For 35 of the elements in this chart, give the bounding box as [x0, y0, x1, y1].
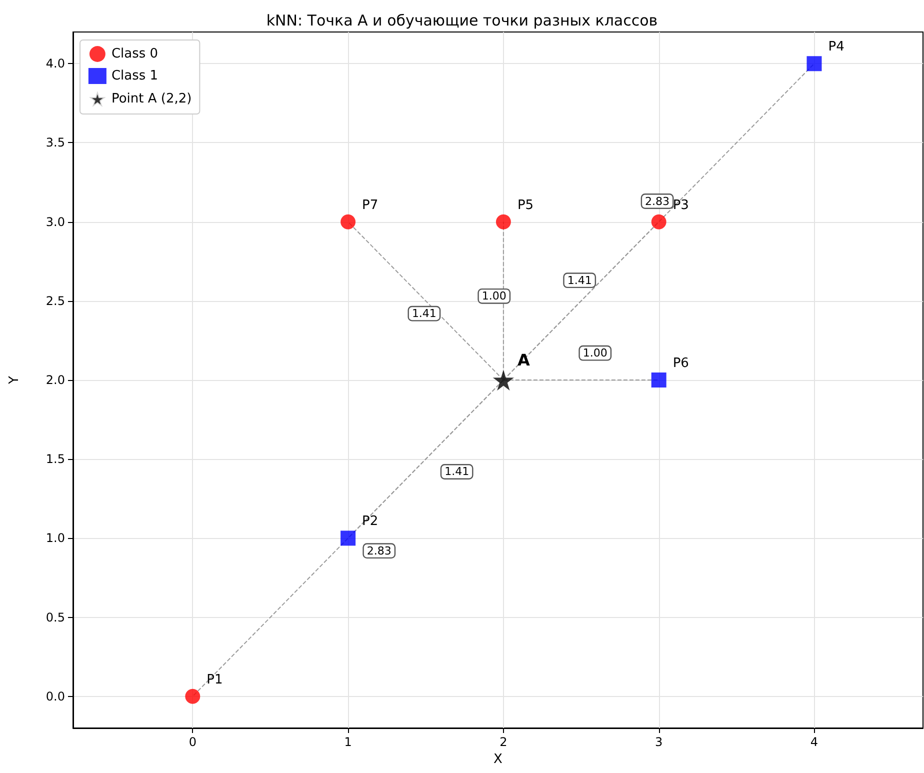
y-tick-label: 1.5 — [46, 452, 65, 466]
annotation: A — [517, 350, 530, 370]
annotation: P6 — [672, 356, 689, 371]
annotation: 1.00 — [482, 290, 506, 303]
y-axis-title: Y — [7, 376, 22, 385]
chart-title: kNN: Точка A и обучающие точки разных классов — [266, 12, 658, 30]
annotation: 1.00 — [582, 346, 608, 360]
legend-label: Class 1 — [111, 68, 158, 84]
annotation: 2.83 — [366, 544, 392, 558]
y-tick-label: 1.0 — [46, 531, 65, 546]
x-tick-label: 3 — [655, 735, 663, 749]
annotation: P2 — [362, 514, 378, 530]
x-tick-label: 4 — [810, 735, 818, 749]
annotation: P4 — [828, 40, 844, 55]
annotation: 1.41 — [412, 307, 436, 320]
annotation: 1.41 — [444, 465, 470, 478]
x-tick-label: 2 — [500, 735, 508, 749]
y-tick-label: 4.0 — [46, 56, 65, 71]
x-axis-title: X — [494, 752, 503, 767]
legend-label: Class 0 — [111, 46, 158, 62]
annotation: P1 — [206, 672, 223, 688]
y-tick-label: 3.0 — [46, 214, 65, 229]
y-tick-label: 2.0 — [46, 373, 65, 387]
y-tick-label: 3.5 — [46, 136, 65, 150]
y-tick-label: 0.0 — [46, 689, 65, 704]
annotation: 1.41 — [567, 274, 592, 287]
y-tick-label: 0.5 — [46, 610, 65, 624]
x-tick-label: 1 — [344, 735, 352, 749]
annotation: 2.83 — [645, 194, 670, 208]
annotation: P7 — [362, 198, 378, 213]
annotation: P5 — [517, 198, 534, 213]
legend-label: Point A (2,2) — [111, 92, 192, 106]
annotation: P3 — [672, 198, 689, 213]
x-tick-label: 0 — [188, 735, 196, 749]
y-tick-label: 2.5 — [46, 294, 65, 308]
